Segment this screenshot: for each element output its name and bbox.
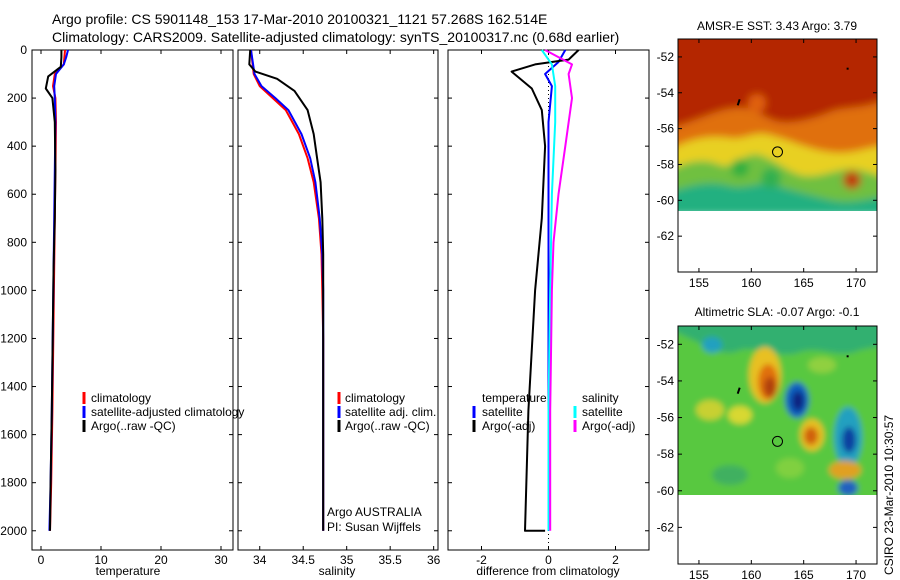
sst-map-markers bbox=[736, 67, 849, 158]
float-track-point bbox=[846, 67, 849, 70]
sla-map-markers bbox=[736, 355, 849, 447]
sla-map-field bbox=[678, 326, 877, 495]
float-track-point bbox=[846, 355, 849, 358]
series-line bbox=[250, 49, 325, 531]
depth-tick-label: 1800 bbox=[0, 476, 27, 490]
sla-map-frame bbox=[677, 325, 878, 565]
argo-profile-location-marker bbox=[772, 435, 783, 447]
sla-map-axes: 155 160 165 170 -52 -54 -56 -58 -60 -62 bbox=[657, 326, 877, 580]
sst-map-axes: 155 160 165 170 -52 -54 -56 -58 -60 -62 bbox=[657, 39, 877, 290]
difference-axis-label: difference from climatology bbox=[476, 564, 619, 578]
float-track-marker bbox=[736, 98, 741, 106]
difference-salinity-legend: salinity satellite Argo(-adj) bbox=[573, 391, 635, 433]
lat-tick-label: -58 bbox=[657, 157, 675, 171]
x-tick-label: 36 bbox=[427, 553, 441, 567]
lon-tick-label: 155 bbox=[689, 276, 709, 290]
lat-tick-label: -52 bbox=[657, 337, 675, 351]
legend-label-sal-satellite: satellite bbox=[582, 405, 623, 419]
x-tick-label: 2 bbox=[612, 553, 619, 567]
legend-label-climatology: climatology bbox=[345, 391, 405, 405]
legend-label-climatology: climatology bbox=[91, 391, 151, 405]
lat-tick-label: -60 bbox=[657, 484, 675, 498]
sst-map-title: AMSR-E SST: 3.43 Argo: 3.79 bbox=[697, 19, 857, 33]
legend-label-argo: Argo(..raw -QC) bbox=[91, 419, 176, 433]
x-tick-label: 10 bbox=[94, 553, 108, 567]
sst-map-field bbox=[678, 39, 877, 211]
lat-tick-label: -52 bbox=[657, 50, 675, 64]
x-tick-label: 35.5 bbox=[378, 553, 402, 567]
pi-annotation: PI: Susan Wijffels bbox=[327, 520, 421, 534]
depth-tick-label: 800 bbox=[7, 235, 27, 249]
lon-tick-label: 170 bbox=[846, 568, 866, 580]
depth-tick-label: 1600 bbox=[0, 428, 27, 442]
lat-tick-label: -60 bbox=[657, 193, 675, 207]
salinity-plot-frame bbox=[237, 49, 439, 551]
lat-tick-label: -54 bbox=[657, 86, 675, 100]
series-line bbox=[250, 49, 325, 531]
legend-heading-salinity: salinity bbox=[582, 391, 619, 405]
temperature-plot-frame bbox=[31, 49, 234, 551]
csiro-credit: CSIRO 23-Mar-2010 10:30:57 bbox=[882, 415, 896, 575]
x-tick-label: 20 bbox=[154, 553, 168, 567]
legend-label-argo: Argo(..raw -QC) bbox=[345, 419, 430, 433]
salinity-axis-label: salinity bbox=[319, 564, 356, 578]
legend-label-temp-argo: Argo(-adj) bbox=[482, 419, 535, 433]
lon-tick-label: 170 bbox=[846, 276, 866, 290]
header-line-1: Argo profile: CS 5901148_153 17-Mar-2010… bbox=[52, 11, 547, 27]
header-line-2: Climatology: CARS2009. Satellite-adjuste… bbox=[52, 29, 619, 45]
temperature-plot: 0 10 20 30 bbox=[38, 49, 233, 567]
legend-heading-temperature: temperature bbox=[482, 391, 547, 405]
series-line bbox=[248, 49, 325, 531]
depth-tick-label: 1200 bbox=[0, 331, 27, 345]
x-tick-label: 30 bbox=[214, 553, 228, 567]
series-line bbox=[510, 49, 580, 532]
lat-tick-label: -56 bbox=[657, 122, 675, 136]
depth-tick-label: 0 bbox=[20, 43, 27, 57]
lon-tick-label: 160 bbox=[741, 568, 761, 580]
x-tick-label: 34.5 bbox=[292, 553, 316, 567]
difference-plot: -2 0 2 bbox=[448, 49, 649, 567]
lat-tick-label: -62 bbox=[657, 520, 675, 534]
legend-label-sal-argo: Argo(-adj) bbox=[582, 419, 635, 433]
difference-temperature-legend: temperature satellite Argo(-adj) bbox=[472, 391, 547, 433]
lon-tick-label: 165 bbox=[794, 276, 814, 290]
temperature-legend: climatology satellite-adjusted climatolo… bbox=[82, 391, 244, 433]
series-line bbox=[540, 49, 557, 531]
legend-label-satellite-adjusted: satellite adj. clim. bbox=[345, 405, 436, 419]
depth-tick-label: 600 bbox=[7, 187, 27, 201]
sla-map-title: Altimetric SLA: -0.07 Argo: -0.1 bbox=[695, 305, 860, 319]
argo-profile-location-marker bbox=[772, 146, 783, 158]
x-tick-label: 0 bbox=[38, 553, 45, 567]
lon-tick-label: 160 bbox=[741, 276, 761, 290]
legend-label-temp-satellite: satellite bbox=[482, 405, 523, 419]
lat-tick-label: -54 bbox=[657, 374, 675, 388]
legend-label-satellite-adjusted: satellite-adjusted climatology bbox=[91, 405, 244, 419]
lat-tick-label: -56 bbox=[657, 411, 675, 425]
x-tick-label: 34 bbox=[253, 553, 267, 567]
x-tick-label: -2 bbox=[476, 553, 487, 567]
depth-tick-label: 2000 bbox=[0, 524, 27, 538]
sst-map-frame bbox=[677, 38, 878, 273]
temperature-axis-label: temperature bbox=[96, 564, 161, 578]
series-line bbox=[544, 49, 573, 531]
x-tick-label: 0 bbox=[545, 553, 552, 567]
argo-australia-annotation: Argo AUSTRALIA bbox=[327, 505, 422, 519]
series-line bbox=[49, 49, 66, 531]
depth-tick-label: 1400 bbox=[0, 380, 27, 394]
series-line bbox=[44, 50, 63, 531]
depth-tick-label: 400 bbox=[7, 139, 27, 153]
salinity-legend: climatology satellite adj. clim. Argo(..… bbox=[337, 391, 436, 433]
x-tick-label: 35 bbox=[340, 553, 354, 567]
lat-tick-label: -62 bbox=[657, 229, 675, 243]
depth-tick-label: 1000 bbox=[0, 283, 27, 297]
salinity-plot: 34 34.5 35 35.5 36 bbox=[238, 49, 441, 567]
lon-tick-label: 165 bbox=[794, 568, 814, 580]
float-track-marker bbox=[736, 387, 741, 395]
depth-tick-label: 200 bbox=[7, 91, 27, 105]
lat-tick-label: -58 bbox=[657, 447, 675, 461]
lon-tick-label: 155 bbox=[689, 568, 709, 580]
depth-axis: 0 200 400 600 800 1000 1200 1400 1600 1800 2000 bbox=[0, 43, 36, 538]
